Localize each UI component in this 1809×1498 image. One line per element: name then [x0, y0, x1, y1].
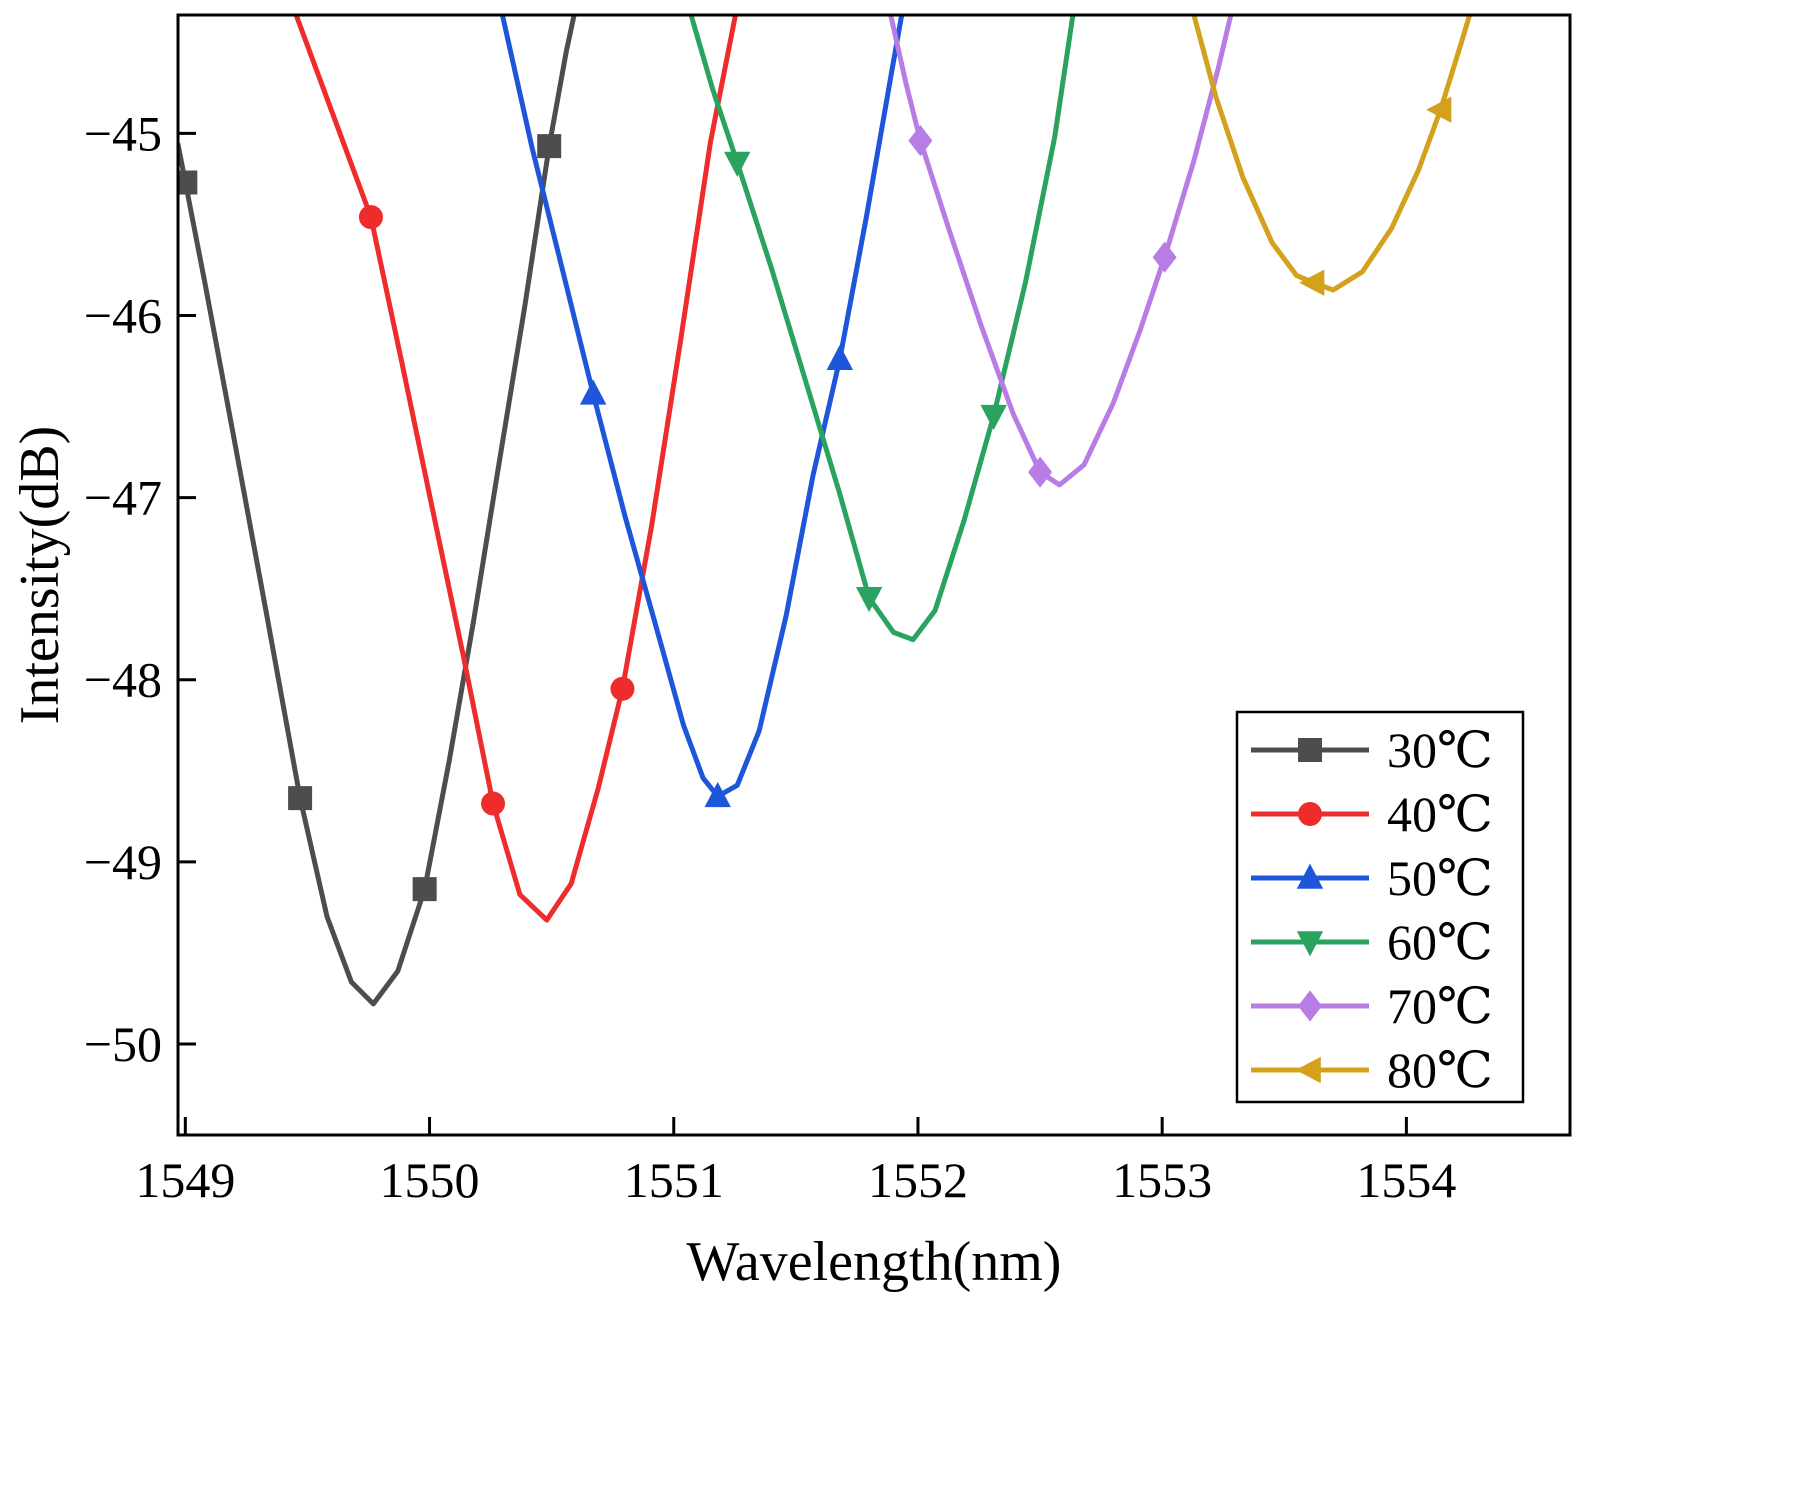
- y-tick-label: −49: [84, 834, 162, 890]
- series-marker-50c: [579, 379, 607, 405]
- series-marker-60c: [980, 404, 1007, 431]
- y-tick-label: −48: [84, 652, 162, 708]
- legend-label-40c: 40℃: [1387, 786, 1493, 842]
- x-tick-label: 1553: [1112, 1152, 1212, 1208]
- series-marker-70c: [1152, 241, 1177, 273]
- series-marker-70c: [908, 125, 933, 157]
- x-tick-label: 1552: [868, 1152, 968, 1208]
- legend-label-80c: 80℃: [1387, 1042, 1493, 1098]
- series-marker-30c: [288, 786, 313, 811]
- y-tick-label: −47: [84, 470, 162, 526]
- legend-marker-40c: [1298, 802, 1322, 826]
- series-marker-40c: [610, 676, 635, 701]
- legend-marker-60c: [1296, 931, 1324, 957]
- y-axis-title: Intensity(dB): [9, 426, 71, 725]
- series-marker-30c: [537, 134, 562, 159]
- series-marker-30c: [178, 170, 198, 195]
- legend-label-30c: 30℃: [1387, 722, 1493, 778]
- x-axis-title: Wavelength(nm): [687, 1231, 1062, 1293]
- series-line-40c: [293, 15, 738, 923]
- series-marker-80c: [1426, 96, 1452, 123]
- x-tick-label: 1550: [380, 1152, 480, 1208]
- legend-marker-80c: [1295, 1056, 1321, 1084]
- series-marker-60c: [855, 586, 883, 613]
- legend-marker-70c: [1298, 990, 1322, 1022]
- series-marker-40c: [358, 205, 383, 230]
- plot-frame: [176, 13, 1572, 1137]
- y-tick-label: −45: [84, 105, 162, 161]
- legend-label-60c: 60℃: [1387, 914, 1493, 970]
- legend-label-50c: 50℃: [1387, 850, 1493, 906]
- legend-marker-30c: [1298, 738, 1322, 762]
- legend-label-70c: 70℃: [1387, 978, 1493, 1034]
- series-line-30c: [178, 15, 577, 1007]
- legend-box: [1235, 710, 1525, 1104]
- series-marker-40c: [481, 791, 506, 816]
- series-marker-60c: [724, 151, 751, 177]
- series-marker-50c: [704, 781, 731, 808]
- series-group: [178, 15, 1473, 1007]
- legend-marker-50c: [1296, 863, 1324, 889]
- series-marker-70c: [1028, 456, 1053, 488]
- series-line-50c: [499, 15, 905, 799]
- x-tick-label: 1549: [135, 1152, 235, 1208]
- legend: 30℃ 40℃ 50℃ 60℃ 70℃ 80℃: [1235, 710, 1525, 1104]
- series-marker-50c: [826, 344, 854, 370]
- series-marker-30c: [412, 877, 437, 902]
- series-line-70c: [888, 15, 1234, 488]
- x-tick-label: 1551: [624, 1152, 724, 1208]
- y-tick-label: −46: [84, 287, 162, 343]
- x-tick-label: 1554: [1356, 1152, 1456, 1208]
- series-line-60c: [688, 15, 1076, 643]
- series-marker-80c: [1299, 269, 1325, 296]
- y-tick-label: −50: [84, 1016, 162, 1072]
- series-line-80c: [1191, 15, 1473, 293]
